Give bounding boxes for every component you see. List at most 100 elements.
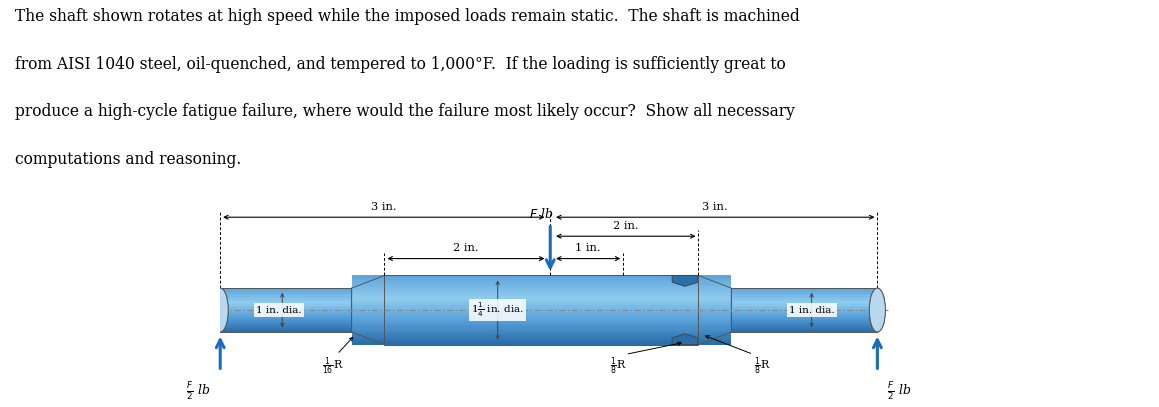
Bar [731,294,877,295]
Text: produce a high-cycle fatigue failure, where would the failure most likely occur?: produce a high-cycle fatigue failure, wh… [15,103,795,120]
Bar [385,301,699,303]
Bar [699,306,731,308]
Bar [220,303,351,304]
Bar [220,320,351,322]
Bar [731,288,877,332]
Bar [699,310,731,313]
Bar [699,308,731,310]
Bar [351,278,385,280]
Text: $\frac{1}{8}$R: $\frac{1}{8}$R [753,356,771,377]
Bar [699,338,731,340]
Bar [731,320,877,322]
Bar [699,278,731,280]
Polygon shape [672,334,698,345]
Bar [351,331,385,333]
Bar [699,291,731,294]
Bar [731,316,877,317]
Bar [220,298,351,300]
Bar [351,324,385,326]
Bar [699,287,731,289]
Bar [220,328,351,329]
Bar [351,284,385,287]
Bar [385,324,699,326]
Bar [351,291,385,294]
Bar [351,319,385,322]
Bar [351,338,385,340]
Bar [351,340,385,342]
Bar [220,316,351,317]
Bar [385,326,699,328]
Bar [385,335,699,338]
Bar [220,315,351,316]
Bar [385,294,699,296]
Bar [220,322,351,323]
Bar [385,303,699,306]
Bar [385,308,699,310]
Bar [351,296,385,299]
Bar [220,295,351,297]
Text: 3 in.: 3 in. [371,202,396,212]
Text: 1 in. dia.: 1 in. dia. [789,306,834,315]
Bar [351,294,385,296]
Bar [731,329,877,330]
Bar [699,331,731,333]
Text: $\frac{1}{16}$R: $\frac{1}{16}$R [322,356,344,377]
Bar [731,315,877,316]
Bar [385,340,699,342]
Bar [220,319,351,320]
Bar [220,301,351,303]
Bar [220,323,351,325]
Bar [699,282,731,284]
Bar [385,296,699,299]
Bar [351,317,385,319]
Bar [351,299,385,301]
Bar [699,342,731,345]
Ellipse shape [212,288,228,332]
Bar [731,313,877,315]
Bar [220,293,351,294]
Bar [731,310,877,311]
Bar [385,289,699,291]
Bar [351,342,385,345]
Bar [699,328,731,331]
Bar [351,322,385,324]
Bar [385,282,699,284]
Bar [699,313,731,315]
Bar [731,293,877,294]
Bar [385,291,699,294]
Bar [351,276,385,278]
Bar [351,310,385,313]
Bar [731,328,877,329]
Bar [385,315,699,317]
Ellipse shape [869,288,885,332]
Text: $F$ lb: $F$ lb [530,207,554,221]
Bar [699,319,731,322]
Bar [731,288,877,290]
Text: 1 in.: 1 in. [575,243,602,253]
Bar [699,340,731,342]
Bar [731,309,877,310]
Text: $\frac{1}{8}$R: $\frac{1}{8}$R [610,356,627,377]
Bar [699,289,731,291]
Text: The shaft shown rotates at high speed while the imposed loads remain static.  Th: The shaft shown rotates at high speed wh… [15,8,800,25]
Text: $\frac{F}{2}$ lb: $\frac{F}{2}$ lb [187,380,211,402]
Bar [731,323,877,325]
Text: 1$\frac{1}{4}$ in. dia.: 1$\frac{1}{4}$ in. dia. [472,301,524,319]
Text: 2 in.: 2 in. [613,221,639,231]
Bar [351,335,385,338]
Bar [220,307,351,309]
Bar [385,322,699,324]
Bar [731,304,877,306]
Bar [699,333,731,335]
Bar [699,301,731,303]
Bar [699,296,731,299]
Bar [351,303,385,306]
Bar [699,335,731,338]
Bar [351,282,385,284]
Bar [385,319,699,322]
Bar [220,313,351,315]
Polygon shape [351,276,385,345]
Bar [385,306,699,308]
Bar [385,310,699,313]
Bar [220,310,351,311]
